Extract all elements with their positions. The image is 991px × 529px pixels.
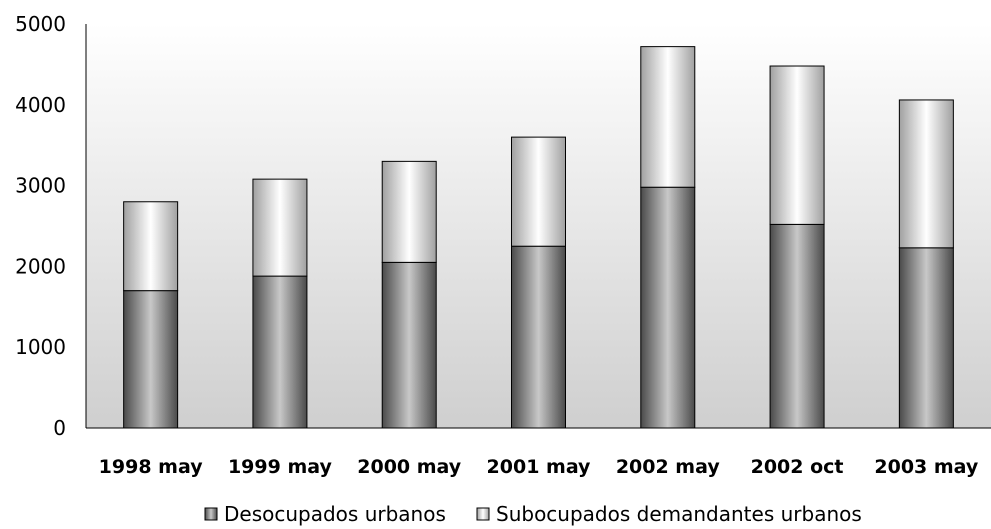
legend-label-subocupados: Subocupados demandantes urbanos <box>496 502 862 526</box>
legend: Desocupados urbanos Subocupados demandan… <box>204 502 862 526</box>
legend-swatch-subocupados <box>476 507 490 521</box>
bar-desocupados <box>769 223 825 429</box>
bar-subocupados <box>640 46 696 188</box>
bar-subocupados <box>769 65 825 225</box>
legend-label-desocupados: Desocupados urbanos <box>224 502 446 526</box>
y-tick-label: 3000 <box>15 174 66 198</box>
y-tick-label: 1000 <box>15 335 66 359</box>
legend-swatch-desocupados <box>204 507 218 521</box>
x-category-label: 2000 may <box>357 456 462 478</box>
x-category-label: 1999 may <box>228 456 333 478</box>
bar-subocupados <box>252 178 308 277</box>
bar-subocupados <box>511 136 566 247</box>
y-tick-label: 2000 <box>15 254 66 278</box>
bar-subocupados <box>123 201 179 292</box>
bar-desocupados <box>123 290 179 429</box>
bar-desocupados <box>252 275 308 429</box>
x-category-label: 2002 may <box>616 456 721 478</box>
x-category-label: 2003 may <box>874 456 979 478</box>
bar-desocupados <box>381 261 437 429</box>
y-tick-label: 0 <box>53 416 66 440</box>
x-category-label: 1998 may <box>99 456 204 478</box>
bar-desocupados <box>640 186 696 429</box>
x-category-label: 2002 oct <box>751 456 844 478</box>
bars-group <box>123 46 954 429</box>
y-axis-ticks: 0 1000 2000 3000 4000 5000 <box>15 12 66 440</box>
y-tick-label: 5000 <box>15 12 66 36</box>
y-tick-label: 4000 <box>15 93 66 117</box>
x-axis-labels: 1998 may 1999 may 2000 may 2001 may 2002 may… <box>99 456 979 478</box>
x-category-label: 2001 may <box>487 456 592 478</box>
bar-desocupados <box>898 247 954 429</box>
bar-desocupados <box>511 245 566 429</box>
bar-subocupados <box>381 160 437 263</box>
bar-subocupados <box>898 99 954 249</box>
